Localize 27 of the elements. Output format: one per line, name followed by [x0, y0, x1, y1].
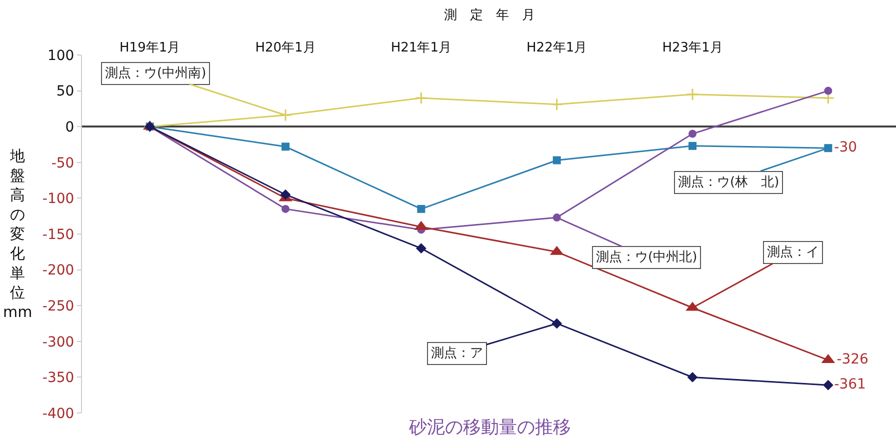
y-tick-label: -150 [42, 226, 74, 243]
y-tick-label: 100 [47, 48, 74, 64]
text: 砂泥の移動量の推移 [408, 417, 571, 438]
y-tick-label: -250 [42, 298, 74, 314]
data-label: -326 [836, 352, 869, 368]
x-tick-label: H20年1月 [255, 40, 316, 56]
x-tick-label: H19年1月 [120, 40, 180, 56]
text: 測点：イ [767, 245, 819, 260]
text: 測点：ア [431, 346, 483, 361]
y-tick-label: -100 [42, 191, 74, 208]
y-tick-label: -400 [42, 406, 74, 422]
data-label: -30 [834, 140, 858, 156]
y-tick-label: -350 [42, 370, 74, 386]
text: 測点：ウ(中州北) [596, 250, 698, 265]
text: 測点：ウ(中州南) [105, 66, 206, 81]
y-tick-label: 0 [65, 120, 74, 136]
y-tick-label: -200 [42, 262, 74, 279]
text: 測点：ウ(林 北) [678, 175, 780, 190]
x-axis-title: 測 定 年 月 [444, 8, 535, 23]
y-tick-label: -300 [42, 334, 74, 350]
x-tick-label: H22年1月 [526, 40, 588, 56]
x-tick-label: H21年1月 [390, 40, 452, 56]
x-tick-label: H23年1月 [662, 40, 723, 56]
y-tick-label: 50 [56, 84, 74, 100]
y-tick-label: -50 [51, 155, 74, 172]
text: 地盤高の変化単位mm [3, 147, 32, 321]
data-label: -361 [834, 376, 866, 393]
